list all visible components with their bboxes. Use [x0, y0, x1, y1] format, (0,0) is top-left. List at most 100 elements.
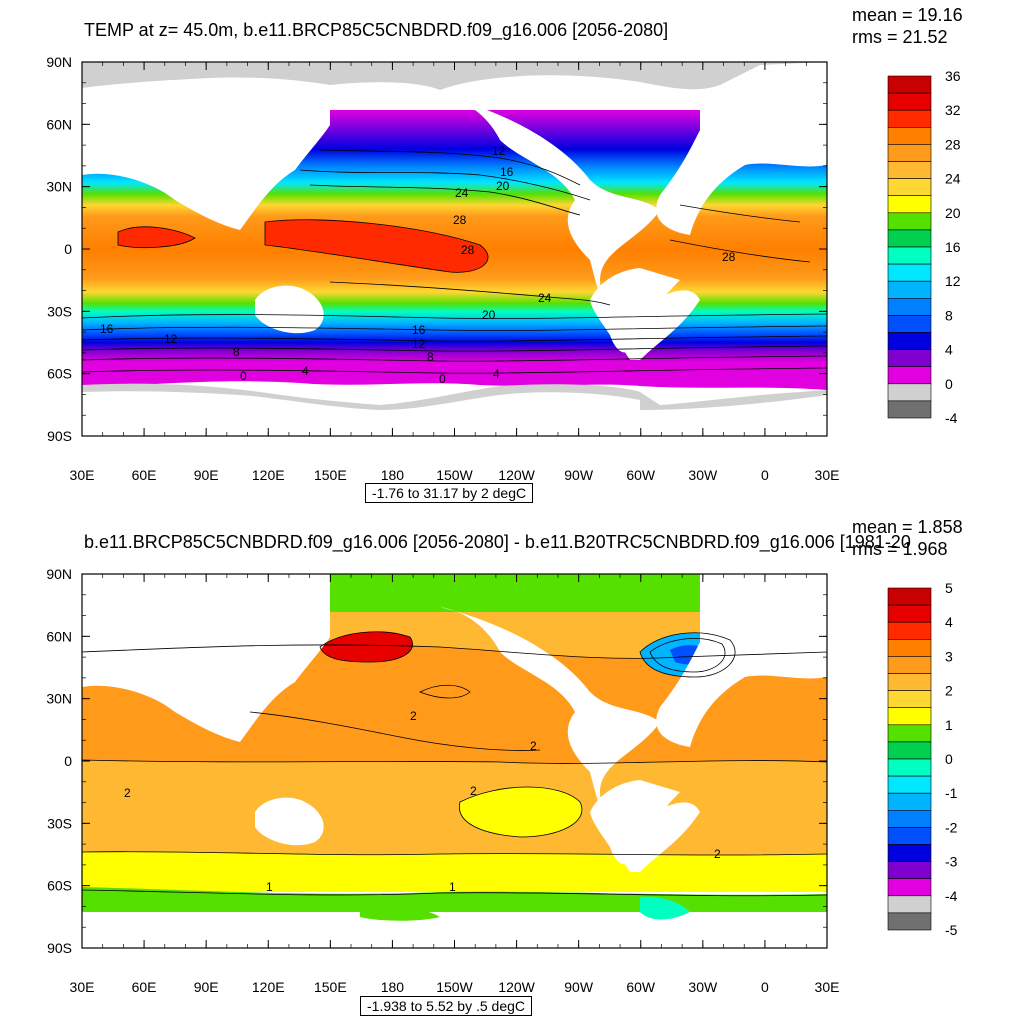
- y-tick-label: 30S: [47, 303, 72, 319]
- colorbar-swatch: [887, 792, 932, 811]
- stat-rms-1: rms = 21.52: [852, 27, 948, 47]
- x-tick-label: 0: [761, 979, 769, 995]
- colorbar-swatch: [887, 758, 932, 777]
- y-tick-label: 60N: [46, 628, 72, 644]
- contour-label: 2: [410, 709, 417, 723]
- warm-pool-indian: [118, 226, 195, 248]
- y-tick-labels-2: 90N 60N 30N 0 30S 60S 90S: [46, 566, 72, 956]
- colorbar-swatch: [887, 587, 932, 606]
- contour-label: 2: [714, 847, 721, 861]
- colorbar-swatch: [887, 639, 932, 657]
- x-tick-label: 180: [381, 467, 405, 483]
- contour-value-labels-2: 2 2 2 2 2 1 1: [124, 709, 721, 894]
- land-mask-2: [82, 574, 827, 948]
- contour-label: 2: [470, 784, 477, 798]
- colorbar-swatch: [887, 109, 932, 128]
- y-tick-label: 30S: [47, 815, 72, 831]
- colorbar-label: 28: [945, 136, 961, 152]
- contour-label: 2: [530, 739, 537, 753]
- colorbar-label: 8: [945, 307, 953, 323]
- colorbar-swatch: [887, 707, 932, 726]
- contour-label: 28: [453, 213, 467, 227]
- x-tick-label: 180: [381, 979, 405, 995]
- x-tick-label: 30W: [688, 979, 718, 995]
- map-temperature: 30E 60E 90E 120E 150E 180 150W 120W 90W 60W 30W 0 30…: [46, 54, 961, 483]
- panel-temperature-difference: 30E 60E 90E 120E 150E 180 150W 120W 90W 60W 30W 0 30…: [0, 512, 1024, 1024]
- colorbar-label: 3: [945, 648, 953, 664]
- contour-label: 28: [722, 250, 736, 264]
- y-tick-label: 0: [64, 241, 72, 257]
- colorbar-swatch: [887, 844, 932, 862]
- colorbar-label: -3: [945, 854, 958, 870]
- x-tick-label: 60W: [626, 467, 656, 483]
- contour-lines-2: [82, 631, 827, 897]
- x-tick-labels-1: 30E 60E 90E 120E 150E 180 150W 120W 90W 60W 30W 0 30…: [70, 467, 840, 483]
- colorbar-swatch: [887, 809, 932, 828]
- contour-label: 16: [500, 165, 514, 179]
- x-tick-label: 120E: [252, 979, 285, 995]
- contour-label: 16: [412, 323, 426, 337]
- colorbar-swatch: [887, 827, 932, 845]
- colorbar-swatch: [887, 912, 932, 931]
- colorbar-label: 20: [945, 205, 961, 221]
- x-tick-label: 90E: [194, 467, 219, 483]
- colorbar-swatch: [887, 383, 932, 402]
- contour-label: 24: [455, 186, 469, 200]
- contour-label: 4: [302, 364, 309, 378]
- colorbar-swatch: [887, 400, 932, 419]
- contour-label: 8: [233, 345, 240, 359]
- x-tick-labels-2: 30E 60E 90E 120E 150E 180 150W 120W 90W 60W 30W 0 30…: [70, 979, 840, 995]
- colorbar-swatch: [887, 741, 932, 760]
- range-label-2: -1.938 to 5.52 by .5 degC: [360, 996, 532, 1016]
- x-tick-label: 90W: [564, 467, 594, 483]
- contour-label: 12: [412, 337, 426, 351]
- contour-value-labels-1: 12 16 20 24 28 28 28 24 20 16 16 12 12 8…: [100, 144, 736, 386]
- colorbar-swatch: [887, 604, 932, 623]
- colorbar-swatch: [887, 895, 932, 914]
- chart-title-1: TEMP at z= 45.0m, b.e11.BRCP85C5CNBDRD.f…: [84, 20, 669, 40]
- x-tick-label: 90W: [564, 979, 594, 995]
- colorbar-swatch: [887, 775, 932, 794]
- chart-title-2: b.e11.BRCP85C5CNBDRD.f09_g16.006 [2056-2…: [84, 532, 911, 552]
- colorbar-label: 2: [945, 683, 953, 699]
- x-tick-label: 150W: [436, 979, 473, 995]
- y-tick-label: 90N: [46, 54, 72, 70]
- colorbar-label: 24: [945, 171, 961, 187]
- colorbar-swatch: [887, 127, 932, 145]
- colorbar-label: -4: [945, 888, 958, 904]
- y-tick-label: 30N: [46, 691, 72, 707]
- contour-label: 16: [100, 322, 114, 336]
- land-mask-1: [82, 62, 827, 360]
- y-tick-label: 60S: [47, 366, 72, 382]
- range-label-1: -1.76 to 31.17 by 2 degC: [365, 483, 534, 503]
- colorbar-swatch: [887, 263, 932, 282]
- contour-label: 24: [538, 291, 552, 305]
- colorbar-label: 4: [945, 342, 953, 358]
- colorbar-label: -5: [945, 922, 958, 938]
- y-tick-label: 90S: [47, 428, 72, 444]
- colorbar-swatch: [887, 690, 932, 709]
- axis-ticks-2: [81, 573, 828, 949]
- colorbar-label: 32: [945, 102, 961, 118]
- x-tick-label: 90E: [194, 979, 219, 995]
- stat-rms-2: rms = 1.968: [852, 539, 948, 559]
- x-tick-label: 150W: [436, 467, 473, 483]
- stat-mean-2: mean = 1.858: [852, 517, 963, 537]
- y-tick-labels-1: 90N 60N 30N 0 30S 60S 90S: [46, 54, 72, 444]
- x-tick-label: 30E: [815, 467, 840, 483]
- colorbar-swatch: [887, 878, 932, 897]
- colorbar-label: 0: [945, 376, 953, 392]
- colorbar-swatch: [887, 144, 932, 162]
- colorbar-swatch: [887, 332, 932, 350]
- colorbar-swatch: [887, 195, 932, 214]
- colorbar-swatch: [887, 315, 932, 333]
- x-tick-label: 30E: [70, 979, 95, 995]
- x-tick-label: 30E: [815, 979, 840, 995]
- y-tick-label: 30N: [46, 179, 72, 195]
- x-tick-label: 60E: [132, 979, 157, 995]
- x-tick-label: 150E: [314, 467, 347, 483]
- map-difference: 30E 60E 90E 120E 150E 180 150W 120W 90W 60W 30W 0 30…: [46, 566, 958, 995]
- colorbar-label: -4: [945, 410, 958, 426]
- x-tick-label: 120E: [252, 467, 285, 483]
- contour-label: 12: [164, 332, 178, 346]
